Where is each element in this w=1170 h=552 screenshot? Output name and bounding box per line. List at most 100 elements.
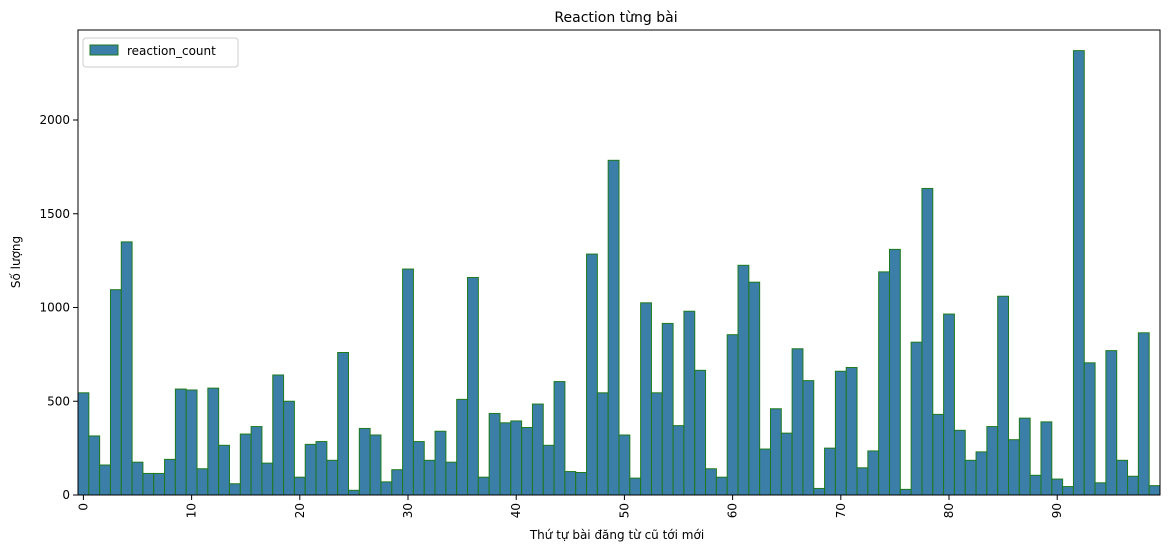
bar-20 [293, 476, 306, 496]
bar-55 [672, 425, 685, 496]
bar-19 [283, 400, 295, 496]
bar-73 [867, 450, 880, 496]
y-axis-title: Số lượng [9, 236, 23, 288]
bar-65 [780, 432, 793, 496]
x-tick-label: 70 [834, 503, 848, 518]
bar-79 [932, 413, 945, 496]
bar-57 [694, 369, 707, 496]
plot-area-frame [77, 29, 1161, 496]
bar-12 [207, 387, 220, 496]
bars-group [77, 50, 1161, 496]
bar-96 [1116, 459, 1129, 496]
bar-64 [769, 408, 782, 496]
bar-67 [802, 380, 815, 496]
bar-18 [272, 374, 285, 496]
bar-33 [434, 430, 447, 496]
y-axis: 0 500 1000 1500 2000 [39, 113, 78, 502]
bar-38 [488, 412, 501, 496]
bar-77 [910, 341, 923, 496]
y-tick-label: 2000 [39, 113, 70, 127]
bar-72 [856, 467, 869, 496]
bar-41 [521, 427, 533, 496]
bar-91 [1062, 486, 1074, 496]
bar-36 [467, 277, 479, 496]
bar-94 [1094, 482, 1107, 496]
bar-76 [899, 488, 912, 496]
x-tick-label: 50 [617, 503, 631, 518]
bar-86 [1008, 439, 1020, 496]
bar-90 [1051, 478, 1064, 496]
x-tick-label: 30 [401, 503, 415, 518]
bar-46 [575, 472, 588, 496]
bar-9 [174, 388, 187, 496]
bar-87 [1018, 417, 1031, 496]
bar-26 [358, 427, 371, 496]
bar-17 [261, 462, 274, 496]
bar-78 [921, 187, 934, 496]
bar-66 [791, 348, 804, 496]
y-tick-label: 500 [47, 394, 70, 408]
bar-0 [77, 392, 90, 496]
bar-37 [477, 476, 490, 496]
bar-11 [196, 468, 209, 496]
bar-21 [304, 443, 317, 496]
bar-4 [120, 241, 133, 496]
bar-15 [239, 433, 252, 496]
legend-swatch [89, 44, 119, 56]
bar-49 [607, 159, 620, 496]
bar-45 [564, 471, 577, 496]
y-tick-label: 0 [62, 488, 70, 502]
bar-23 [326, 459, 339, 496]
bar-97 [1127, 475, 1139, 496]
bar-59 [715, 476, 728, 496]
x-axis: 0 10 20 30 40 50 60 70 80 90 [76, 495, 1064, 518]
bar-7 [153, 472, 166, 496]
bar-1 [88, 435, 101, 496]
bar-8 [164, 458, 176, 496]
y-tick-label: 1000 [39, 301, 70, 315]
bar-14 [228, 483, 241, 496]
bar-5 [131, 461, 144, 496]
bar-53 [650, 392, 663, 496]
bar-58 [705, 468, 717, 496]
chart-title: Reaction từng bài [554, 10, 677, 26]
bar-80 [943, 313, 955, 496]
bar-54 [661, 322, 674, 496]
bar-40 [510, 420, 523, 496]
bar-39 [499, 422, 512, 496]
bar-70 [834, 370, 847, 496]
bar-2 [99, 464, 111, 496]
bar-44 [553, 381, 566, 496]
bar-82 [964, 459, 977, 496]
bar-88 [1029, 474, 1042, 496]
bar-10 [185, 389, 198, 496]
x-tick-label: 10 [185, 503, 199, 518]
bar-29 [391, 469, 404, 496]
bar-6 [142, 472, 155, 496]
bar-62 [748, 281, 761, 496]
bar-42 [531, 403, 544, 496]
bar-69 [824, 447, 836, 496]
x-tick-label: 80 [942, 503, 956, 518]
bar-71 [845, 367, 858, 496]
bar-93 [1083, 362, 1096, 496]
bar-85 [997, 295, 1010, 496]
bar-52 [640, 302, 652, 496]
bar-48 [596, 392, 609, 496]
bar-60 [726, 334, 739, 496]
bar-47 [586, 253, 598, 496]
bar-43 [542, 444, 555, 496]
x-tick-label: 40 [509, 503, 523, 518]
bar-34 [445, 461, 458, 496]
bar-61 [737, 264, 750, 496]
bar-35 [456, 398, 469, 496]
bar-28 [380, 481, 393, 496]
bar-83 [975, 451, 988, 496]
bar-31 [412, 441, 425, 496]
bar-30 [402, 268, 414, 496]
y-tick-label: 1500 [39, 207, 70, 221]
x-tick-label: 20 [293, 503, 307, 518]
x-axis-title: Thứ tự bài đăng từ cũ tới mới [529, 528, 704, 542]
legend: reaction_count [82, 37, 239, 68]
bar-24 [337, 352, 349, 496]
